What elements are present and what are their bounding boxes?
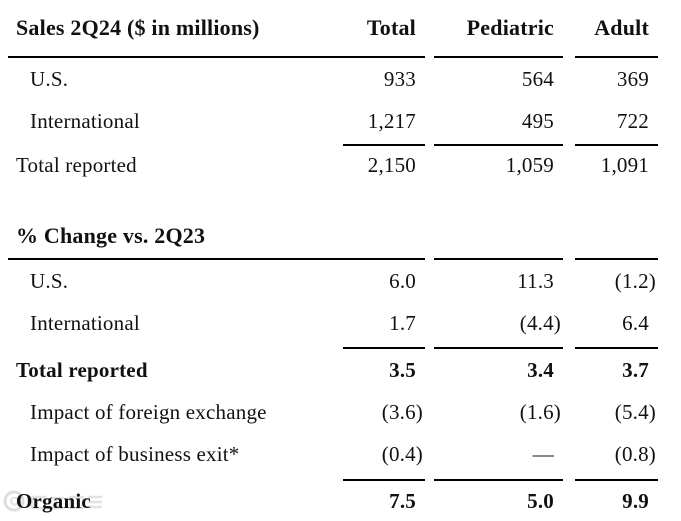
value-cell: 1.7 — [389, 310, 416, 335]
value-cell: 3.4 — [527, 357, 554, 382]
sales-header-row: Sales 2Q24 ($ in millions) Total Pediatr… — [8, 0, 681, 56]
table-row-international-change: International 1.7 (4.4) 6.4 — [8, 302, 681, 344]
rule-segment — [575, 258, 658, 260]
value-cell: 2,150 — [367, 152, 416, 177]
table-row-total-reported-sales: Total reported 2,150 1,059 1,091 — [8, 146, 681, 184]
rule-segment — [434, 479, 563, 481]
table-row-business-exit-impact: Impact of business exit* (0.4) — (0.8) — [8, 433, 681, 475]
table-row-international-sales: International 1,217 495 722 — [8, 100, 681, 142]
value-cell: 5.0 — [527, 488, 554, 513]
value-cell: 3.5 — [389, 357, 416, 382]
value-cell: 3.7 — [622, 357, 649, 382]
table1-title: Sales 2Q24 ($ in millions) — [16, 15, 260, 40]
table-row-total-reported-change: Total reported 3.5 3.4 3.7 — [8, 349, 681, 391]
value-cell: (3.6) — [381, 399, 423, 424]
column-header-total: Total — [366, 15, 416, 40]
rule-segment — [434, 144, 563, 146]
column-header-adult: Adult — [594, 15, 649, 40]
totals-rule — [8, 347, 681, 349]
value-cell: 7.5 — [389, 488, 416, 513]
table-row-organic: Organic 7.5 5.0 9.9 — [8, 481, 681, 521]
value-cell: 564 — [521, 66, 554, 91]
rule-segment — [575, 479, 658, 481]
value-cell: 369 — [616, 66, 649, 91]
rule-segment — [343, 347, 425, 349]
value-cell: (1.6) — [519, 399, 561, 424]
rule-segment — [575, 56, 658, 58]
value-cell: 1,091 — [600, 152, 649, 177]
rule-segment — [8, 56, 425, 58]
row-label: U.S. — [30, 268, 69, 293]
header-rule — [8, 258, 681, 260]
value-cell: 1,059 — [505, 152, 554, 177]
table2-title: % Change vs. 2Q23 — [16, 223, 206, 248]
table-row-us-sales: U.S. 933 564 369 — [8, 58, 681, 100]
value-cell: (5.4) — [614, 399, 656, 424]
column-header-pediatric: Pediatric — [466, 15, 554, 40]
totals-rule — [8, 144, 681, 146]
value-cell: (4.4) — [519, 310, 561, 335]
row-label: International — [30, 310, 140, 335]
value-cell: 722 — [616, 108, 649, 133]
rule-segment — [343, 479, 425, 481]
rule-segment — [434, 56, 563, 58]
rule-segment — [575, 144, 658, 146]
value-cell: 495 — [521, 108, 554, 133]
pct-change-header-row: % Change vs. 2Q23 — [8, 216, 681, 256]
table-row-fx-impact: Impact of foreign exchange (3.6) (1.6) (… — [8, 391, 681, 433]
rule-segment — [8, 258, 425, 260]
value-cell: (0.8) — [614, 441, 656, 466]
header-rule — [8, 56, 681, 58]
value-cell: (1.2) — [614, 268, 656, 293]
value-cell: 9.9 — [622, 488, 649, 513]
value-cell: 11.3 — [517, 268, 554, 293]
row-label: Organic — [16, 488, 91, 513]
rule-segment — [343, 144, 425, 146]
value-cell: 933 — [383, 66, 416, 91]
rule-segment — [434, 347, 563, 349]
value-cell: 1,217 — [367, 108, 416, 133]
rule-segment — [575, 347, 658, 349]
row-label: Total reported — [16, 152, 137, 177]
row-label: Total reported — [16, 357, 148, 382]
value-cell: — — [532, 441, 554, 466]
rule-segment — [434, 258, 563, 260]
row-label: U.S. — [30, 66, 69, 91]
watermark — [2, 488, 106, 519]
row-label: Impact of foreign exchange — [30, 399, 267, 424]
row-label: Impact of business exit* — [30, 441, 240, 466]
value-cell: 6.4 — [622, 310, 649, 335]
section-spacer — [0, 184, 681, 216]
row-label: International — [30, 108, 140, 133]
table-row-us-change: U.S. 6.0 11.3 (1.2) — [8, 260, 681, 302]
totals-rule — [8, 479, 681, 481]
value-cell: 6.0 — [389, 268, 416, 293]
value-cell: (0.4) — [381, 441, 423, 466]
